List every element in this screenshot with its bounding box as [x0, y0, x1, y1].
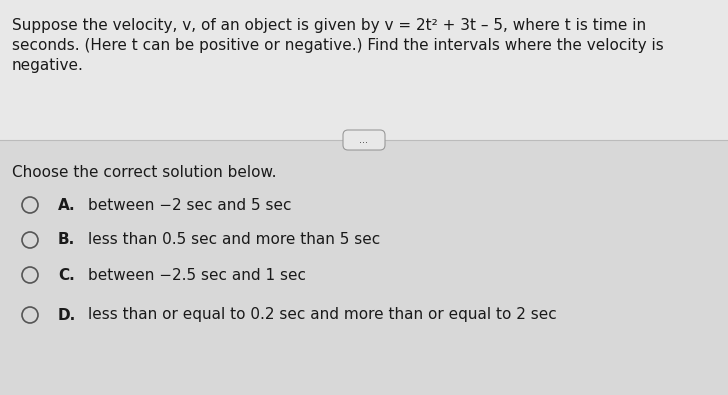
Text: ...: ...: [360, 135, 368, 145]
Bar: [0, 140, 728, 395]
Text: Choose the correct solution below.: Choose the correct solution below.: [12, 165, 277, 180]
Text: D.: D.: [58, 307, 76, 322]
Text: B.: B.: [58, 233, 75, 248]
Text: between −2.5 sec and 1 sec: between −2.5 sec and 1 sec: [88, 267, 306, 282]
Text: negative.: negative.: [12, 58, 84, 73]
Text: A.: A.: [58, 198, 76, 213]
Bar: [0, 0, 728, 140]
Text: less than 0.5 sec and more than 5 sec: less than 0.5 sec and more than 5 sec: [88, 233, 380, 248]
FancyBboxPatch shape: [343, 130, 385, 150]
Text: Suppose the velocity, v, of an object is given by v = 2t² + 3t – 5, where t is t: Suppose the velocity, v, of an object is…: [12, 18, 646, 33]
Text: less than or equal to 0.2 sec and more than or equal to 2 sec: less than or equal to 0.2 sec and more t…: [88, 307, 557, 322]
Text: seconds. (Here t can be positive or negative.) Find the intervals where the velo: seconds. (Here t can be positive or nega…: [12, 38, 664, 53]
Text: C.: C.: [58, 267, 75, 282]
Text: between −2 sec and 5 sec: between −2 sec and 5 sec: [88, 198, 291, 213]
